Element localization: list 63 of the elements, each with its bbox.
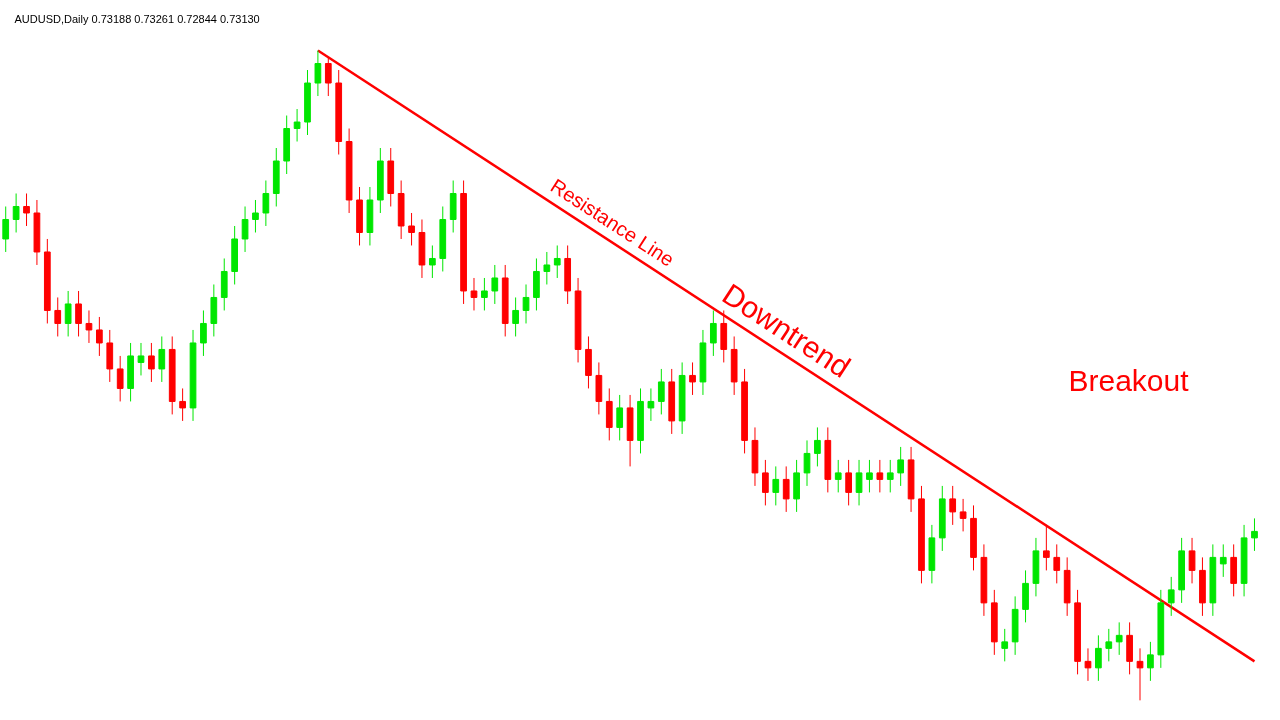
candlestick <box>64 290 72 337</box>
candlestick <box>96 316 103 357</box>
candlestick <box>1115 621 1123 656</box>
candlestick <box>293 108 301 143</box>
candlestick <box>1105 628 1113 662</box>
candlestick <box>481 277 488 311</box>
candlestick <box>1084 647 1092 682</box>
candlestick <box>262 180 270 227</box>
candlestick <box>314 50 322 97</box>
candlestick <box>647 387 655 422</box>
candlestick <box>512 296 519 337</box>
candlestick <box>886 459 894 493</box>
candlestick <box>54 296 62 337</box>
candlestick <box>85 309 93 344</box>
candlestick <box>491 264 499 305</box>
candlestick <box>782 465 790 513</box>
candlestick <box>959 498 967 532</box>
candlestick <box>689 361 696 396</box>
candlestick <box>158 335 166 383</box>
candlestick <box>1001 628 1009 662</box>
candlestick <box>179 387 186 422</box>
candlestick <box>470 277 478 311</box>
candlestick <box>1147 641 1154 682</box>
candlestick <box>876 459 884 493</box>
candlestick <box>252 199 259 233</box>
candlestick <box>897 446 905 487</box>
candlestick <box>429 244 436 279</box>
candlestick <box>1167 576 1175 617</box>
candlestick <box>23 193 30 227</box>
candlestick <box>709 309 717 357</box>
candlestick <box>845 459 852 506</box>
candlestick <box>949 485 957 526</box>
candlestick <box>1136 647 1144 701</box>
candlestick <box>1095 634 1102 682</box>
candlestick <box>657 368 665 415</box>
candlestick <box>866 459 873 493</box>
candlestick <box>137 342 145 376</box>
candlestick <box>12 193 20 233</box>
candlestick <box>75 290 82 337</box>
candlestick <box>814 426 821 467</box>
candlestick <box>543 251 551 285</box>
candlestick <box>1053 543 1061 584</box>
candlestick <box>200 309 207 357</box>
candlestick <box>616 394 624 441</box>
annotation: Breakout <box>1068 364 1190 397</box>
candlestick <box>324 56 332 97</box>
candlestick <box>855 459 863 506</box>
text: AUDUSD,Daily 0.73188 0.73261 0.72844 0.73130 <box>14 12 260 25</box>
candlestick <box>553 244 561 279</box>
candlestick <box>241 205 249 253</box>
candlestick <box>803 439 811 487</box>
candlestick <box>408 212 415 246</box>
candlestick <box>1219 543 1227 578</box>
candlestick <box>772 465 780 506</box>
candlestick <box>148 342 155 383</box>
candlestick <box>834 459 842 493</box>
candlestick <box>116 355 124 402</box>
candlestick <box>522 283 530 324</box>
candlestick <box>762 459 769 506</box>
candlestick <box>1251 517 1258 552</box>
candlestick <box>2 205 10 253</box>
candlestick <box>1188 537 1196 584</box>
candlestick <box>1042 524 1050 571</box>
